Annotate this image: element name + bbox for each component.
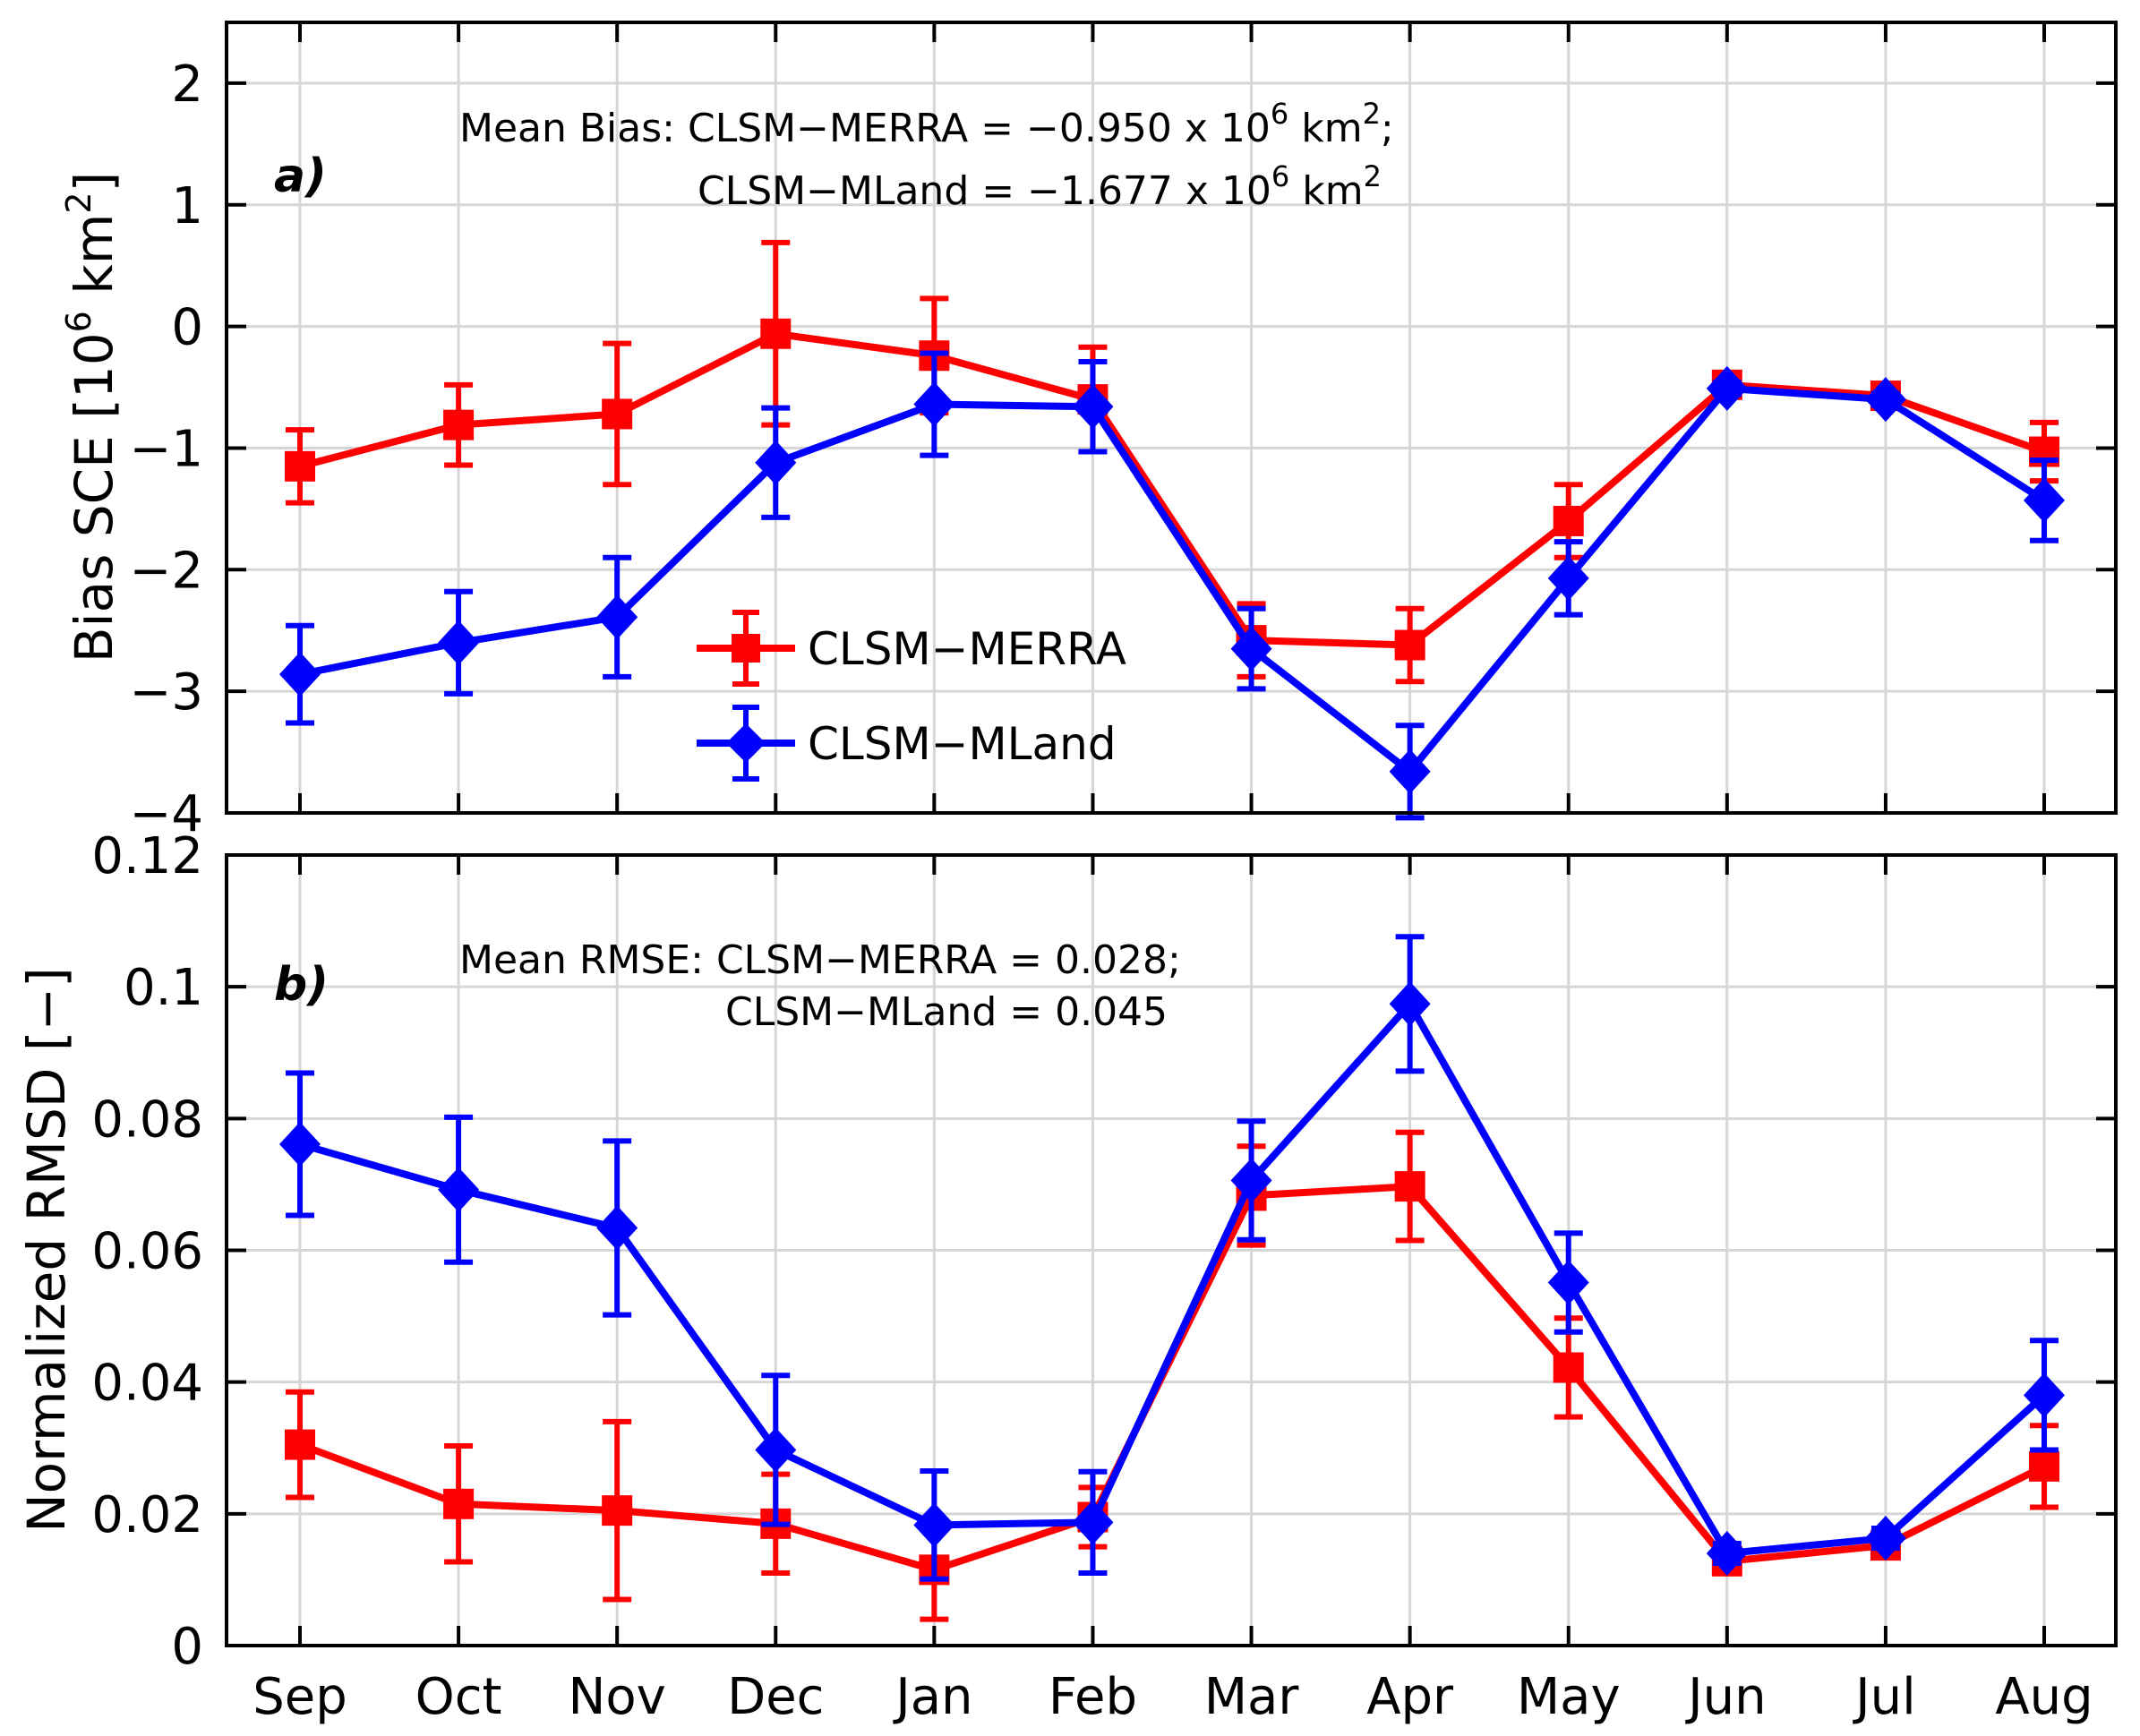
- x-tick-label-sep: Sep: [253, 1668, 347, 1726]
- series-line-clsm-merra: [298, 329, 2046, 649]
- x-tick-label-apr: Apr: [1366, 1668, 1454, 1726]
- panel-a-mean-bias-line1: Mean Bias: CLSM−MERRA = −0.950 x 106 km2…: [459, 97, 1394, 151]
- panel-a-y-tick-labels: −4 −3 −2 −1 0 1 2: [129, 56, 203, 843]
- marker-clsm-mland-nov: [596, 1205, 638, 1251]
- panel-b-grid: [227, 855, 2116, 1646]
- y-tick-label: 2: [171, 56, 203, 114]
- legend-label-clsm-merra: CLSM−MERRA: [808, 623, 1126, 675]
- y-tick-label: −3: [129, 663, 203, 722]
- marker-clsm-mland-sep: [279, 1122, 321, 1167]
- marker-clsm-merra-dec: [760, 318, 792, 349]
- y-tick-label: −2: [129, 542, 203, 600]
- panel-b-y-axis-label: Normalized RMSD [−]: [16, 967, 77, 1532]
- marker-clsm-mland-aug: [2024, 477, 2065, 523]
- x-tick-label-jul: Jul: [1853, 1668, 1916, 1726]
- y-tick-label: 1: [171, 177, 203, 235]
- panel-b-axes-frame: [225, 853, 2118, 1647]
- marker-clsm-mland-nov: [596, 594, 638, 640]
- marker-clsm-merra-apr: [1394, 629, 1425, 661]
- series-clsm-mland: [279, 934, 2065, 1582]
- panel-b-mean-rmse-line1: Mean RMSE: CLSM−MERRA = 0.028;: [459, 937, 1181, 983]
- legend-entry-clsm-merra: CLSM−MERRA: [697, 610, 1126, 687]
- y-tick-label: −1: [129, 420, 203, 478]
- marker-clsm-merra-may: [1553, 1352, 1584, 1383]
- marker-clsm-mland-oct: [438, 1167, 480, 1212]
- marker-clsm-mland-may: [1547, 1260, 1589, 1305]
- panel-a-bias-sce: −4 −3 −2 −1 0 1 2 Bias SCE [106 km2] a) Mean B…: [59, 21, 2118, 843]
- legend-label-clsm-mland: CLSM−MLand: [808, 718, 1117, 770]
- x-tick-label-oct: Oct: [415, 1668, 502, 1726]
- marker-clsm-mland-feb: [1072, 384, 1114, 430]
- y-tick-label: 0.04: [91, 1355, 203, 1413]
- panel-b-label: b): [274, 958, 329, 1012]
- marker-clsm-mland-jun: [1706, 1530, 1748, 1576]
- panel-a-y-axis-label: Bias SCE [106 km2]: [59, 172, 124, 663]
- marker-clsm-mland-dec: [755, 1427, 797, 1473]
- marker-clsm-mland-jul: [1864, 377, 1906, 423]
- y-tick-label: 0.12: [91, 827, 203, 885]
- marker-clsm-merra-apr: [1394, 1171, 1425, 1202]
- x-tick-label-dec: Dec: [727, 1668, 824, 1726]
- marker-clsm-mland-sep: [279, 652, 321, 697]
- panel-b-mean-rmse-line2: CLSM−MLand = 0.045: [725, 989, 1168, 1035]
- x-axis-month-labels: Sep Oct Nov Dec Jan Feb Mar Apr May Jun Jul Aug: [253, 1668, 2093, 1726]
- x-tick-label-nov: Nov: [569, 1668, 666, 1726]
- y-tick-label: −4: [129, 785, 203, 843]
- marker-clsm-mland-apr: [1389, 981, 1431, 1027]
- y-tick-label: 0.08: [91, 1090, 203, 1149]
- y-tick-label: 0: [171, 299, 203, 357]
- panel-b-series: [279, 934, 2065, 1622]
- y-tick-label: 0: [171, 1618, 203, 1676]
- series-line-clsm-mland: [298, 1000, 2047, 1557]
- marker-clsm-mland-apr: [1389, 748, 1431, 794]
- legend-marker-square-clsm-merra: [732, 634, 760, 663]
- series-line-clsm-mland: [299, 384, 2047, 775]
- marker-clsm-mland-mar: [1230, 626, 1272, 671]
- series-line-clsm-merra: [298, 1183, 2046, 1574]
- marker-clsm-mland-jan: [913, 1502, 955, 1548]
- marker-clsm-mland-jun: [1706, 365, 1748, 411]
- series-clsm-merra: [285, 239, 2059, 685]
- series-clsm-mland: [279, 350, 2065, 821]
- marker-clsm-mland-feb: [1072, 1500, 1114, 1545]
- legend-marker-diamond-clsm-mland: [726, 723, 766, 763]
- marker-clsm-mland-aug: [2024, 1373, 2065, 1418]
- marker-clsm-mland-dec: [755, 440, 797, 485]
- marker-clsm-mland-may: [1547, 555, 1589, 601]
- marker-clsm-merra-aug: [2029, 1450, 2059, 1482]
- panel-b-normalized-rmsd: 0 0.02 0.04 0.06 0.08 0.1 0.12 Normalized RMSD…: [16, 827, 2118, 1726]
- x-tick-label-feb: Feb: [1049, 1668, 1137, 1726]
- y-tick-label: 0.02: [91, 1486, 203, 1544]
- marker-clsm-mland-jul: [1864, 1516, 1906, 1561]
- panel-a-ticks: [227, 22, 2116, 815]
- panel-a-grid: [227, 22, 2116, 813]
- marker-clsm-mland-mar: [1230, 1158, 1272, 1203]
- marker-clsm-merra-oct: [443, 1488, 475, 1519]
- panel-a-label: a): [274, 150, 327, 203]
- marker-clsm-mland-oct: [438, 620, 480, 665]
- legend-entry-clsm-mland: CLSM−MLand: [697, 705, 1117, 782]
- panel-b-y-tick-labels: 0 0.02 0.04 0.06 0.08 0.1 0.12: [91, 827, 203, 1676]
- marker-clsm-merra-nov: [602, 398, 633, 430]
- marker-clsm-merra-may: [1553, 505, 1584, 536]
- x-tick-label-jun: Jun: [1685, 1668, 1767, 1726]
- x-tick-label-jan: Jan: [893, 1668, 972, 1726]
- panel-a-series: [279, 239, 2065, 821]
- panel-a-axes-frame: [225, 21, 2118, 815]
- x-tick-label-aug: Aug: [1995, 1668, 2093, 1726]
- marker-clsm-merra-sep: [285, 1429, 315, 1460]
- x-tick-label-may: May: [1517, 1668, 1621, 1726]
- x-tick-label-mar: Mar: [1204, 1668, 1300, 1726]
- y-tick-label: 0.1: [124, 959, 203, 1017]
- marker-clsm-mland-jan: [913, 381, 955, 427]
- marker-clsm-merra-sep: [285, 450, 315, 482]
- legend: CLSM−MERRA CLSM−MLand: [697, 610, 1126, 782]
- panel-a-mean-bias-line2: CLSM−MLand = −1.677 x 106 km2: [698, 159, 1382, 214]
- marker-clsm-merra-nov: [602, 1495, 633, 1526]
- y-tick-label: 0.06: [91, 1223, 203, 1281]
- marker-clsm-merra-oct: [443, 409, 475, 440]
